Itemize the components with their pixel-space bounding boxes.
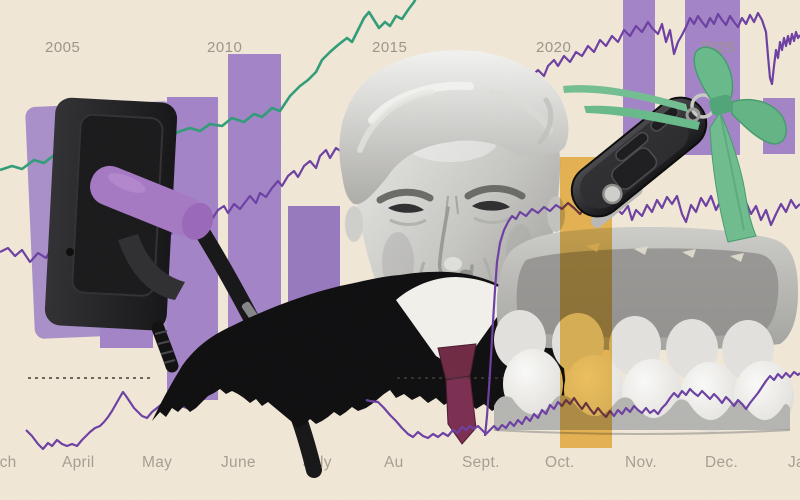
economy-collage-illustration: 2005 2010 2015 2020 2025 March April May… xyxy=(0,0,800,500)
collage-canvas: 2005 2010 2015 2020 2025 March April May… xyxy=(0,0,800,500)
paper-texture xyxy=(0,0,800,500)
